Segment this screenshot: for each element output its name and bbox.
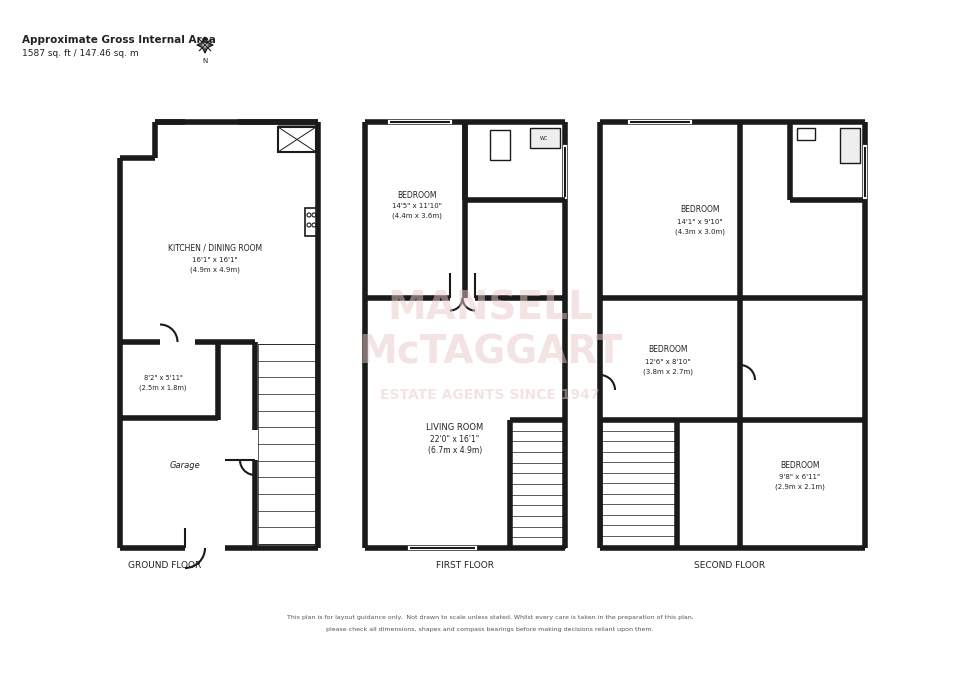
Text: (4.4m x 3.6m): (4.4m x 3.6m) [392,212,442,219]
Text: (2.5m x 1.8m): (2.5m x 1.8m) [139,385,187,391]
Text: 14'1" x 9'10": 14'1" x 9'10" [677,219,723,225]
Bar [530,128,560,148]
Bar [602,420,677,546]
Bar [797,128,815,140]
Bar [490,130,510,160]
Text: 12'6" x 8'10": 12'6" x 8'10" [645,359,691,365]
Text: Garage: Garage [170,460,200,469]
Text: FIRST FLOOR: FIRST FLOOR [436,561,494,570]
Text: please check all dimensions, shapes and compass bearings before making decisions: please check all dimensions, shapes and … [326,628,654,632]
Text: 16'1" x 16'1": 16'1" x 16'1" [192,257,238,263]
Text: SECOND FLOOR: SECOND FLOOR [695,561,765,570]
Bar [258,344,315,544]
Text: (4.3m x 3.0m): (4.3m x 3.0m) [675,229,725,235]
Text: 22'0" x 16'1": 22'0" x 16'1" [430,435,479,444]
Bar [305,208,318,236]
Text: LIVING ROOM: LIVING ROOM [426,424,483,432]
Text: KITCHEN / DINING ROOM: KITCHEN / DINING ROOM [168,244,262,253]
Bar [278,122,316,127]
Text: 14'5" x 11'10": 14'5" x 11'10" [392,203,442,209]
Text: (6.7m x 4.9m): (6.7m x 4.9m) [428,446,482,455]
Bar [840,128,860,163]
Text: BEDROOM: BEDROOM [780,460,819,469]
Text: 9'8" x 6'11": 9'8" x 6'11" [779,474,820,480]
Text: BEDROOM: BEDROOM [680,206,719,215]
Text: (3.8m x 2.7m): (3.8m x 2.7m) [643,369,693,375]
Text: 1587 sq. ft / 147.46 sq. m: 1587 sq. ft / 147.46 sq. m [22,50,138,59]
Text: (2.9m x 2.1m): (2.9m x 2.1m) [775,484,825,490]
Text: N: N [203,58,208,64]
Bar [510,420,565,548]
Text: This plan is for layout guidance only.  Not drawn to scale unless stated. Whilst: This plan is for layout guidance only. N… [286,615,694,621]
Text: Approximate Gross Internal Area: Approximate Gross Internal Area [22,35,216,45]
Text: BEDROOM: BEDROOM [397,190,437,199]
Text: (4.9m x 4.9m): (4.9m x 4.9m) [190,266,240,273]
Text: BEDROOM: BEDROOM [648,345,688,354]
Bar [278,127,316,152]
Text: WC: WC [540,136,548,140]
Text: 8'2" x 5'11": 8'2" x 5'11" [143,375,182,381]
Text: ESTATE AGENTS SINCE 1947: ESTATE AGENTS SINCE 1947 [380,388,600,402]
Text: MANSELL
McTAGGART: MANSELL McTAGGART [358,289,622,371]
Text: GROUND FLOOR: GROUND FLOOR [128,561,202,570]
